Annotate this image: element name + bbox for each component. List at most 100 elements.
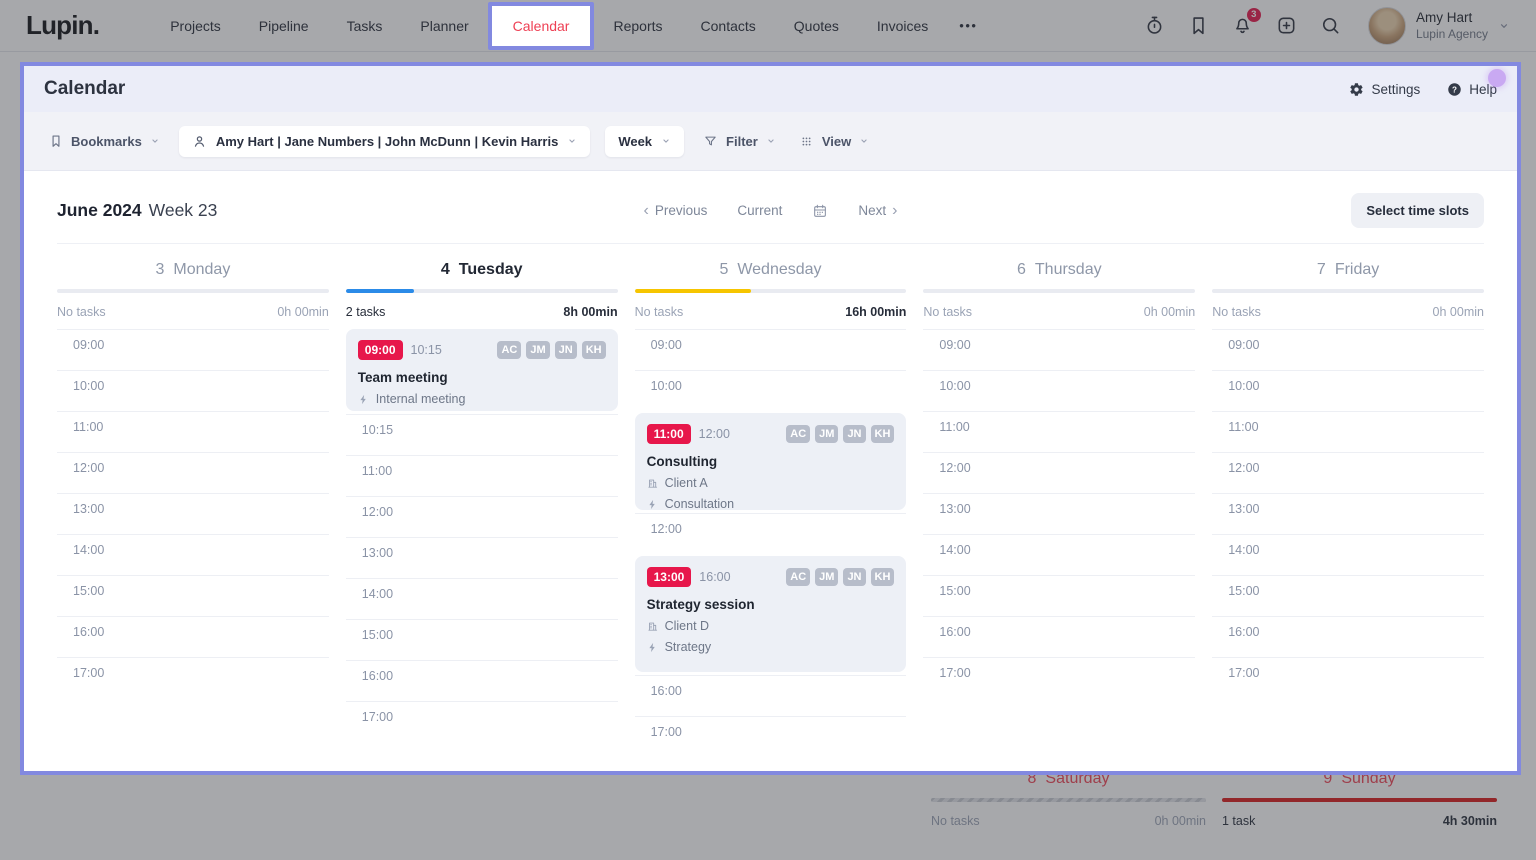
grid-view-icon	[799, 134, 814, 149]
time-slot[interactable]: 10:00	[57, 370, 329, 411]
range-selector[interactable]: Week	[605, 125, 685, 157]
nav-more-button[interactable]: •••	[959, 18, 978, 33]
time-slot[interactable]: 10:00	[634, 370, 907, 411]
next-week-button[interactable]: Next ›	[858, 201, 898, 219]
task-end-time: 16:00	[699, 570, 731, 584]
week-number-label: Week 23	[148, 200, 218, 220]
time-slot[interactable]: 17:00	[57, 657, 329, 698]
time-slot[interactable]: 11:00	[57, 411, 329, 452]
time-slot[interactable]: 09:00	[923, 329, 1196, 370]
time-slot[interactable]: 09:00	[634, 329, 907, 370]
task-start-time-badge: 11:00	[646, 424, 691, 444]
day-column-monday: 3 Monday No tasks 0h 00min 09:00 10:00 11:00 12…	[57, 261, 329, 757]
time-slot[interactable]: 10:00	[923, 370, 1196, 411]
view-dropdown[interactable]: View	[795, 126, 873, 157]
day-stats: No tasks 0h 00min	[931, 814, 1206, 828]
time-slot[interactable]: 13:00	[345, 537, 618, 578]
help-button[interactable]: ? Help	[1447, 82, 1497, 97]
nav-item-pipeline[interactable]: Pipeline	[258, 17, 309, 34]
time-slot[interactable]: 12:00	[345, 496, 618, 537]
search-icon[interactable]	[1320, 15, 1341, 36]
user-menu[interactable]: Amy Hart Lupin Agency	[1367, 6, 1510, 45]
bookmark-icon[interactable]	[1188, 15, 1209, 36]
day-hours-total: 0h 00min	[1143, 305, 1196, 319]
time-slot[interactable]: 17:00	[1212, 657, 1484, 698]
task-card-times: 09:00 10:15 AC JM JN KH	[357, 340, 606, 360]
time-slot[interactable]: 17:00	[634, 716, 907, 757]
time-slot[interactable]: 16:00	[57, 616, 329, 657]
time-slot[interactable]: 14:00	[1212, 534, 1484, 575]
time-slot[interactable]: 14:00	[57, 534, 329, 575]
add-icon[interactable]	[1276, 15, 1297, 36]
time-slot[interactable]: 13:00	[1212, 493, 1484, 534]
nav-item-contacts[interactable]: Contacts	[700, 17, 756, 34]
time-slot[interactable]: 16:00	[1212, 616, 1484, 657]
select-time-slots-button[interactable]: Select time slots	[1351, 193, 1484, 228]
time-slot[interactable]: 14:00	[923, 534, 1196, 575]
time-slot[interactable]: 13:00	[57, 493, 329, 534]
nav-item-tasks[interactable]: Tasks	[346, 17, 383, 34]
nav-item-planner[interactable]: Planner	[420, 17, 469, 34]
time-slot[interactable]: 11:00	[345, 455, 618, 496]
time-slot[interactable]: 12:00	[923, 452, 1196, 493]
previous-week-button[interactable]: ‹ Previous	[643, 201, 708, 219]
time-slot[interactable]: 17:00	[345, 701, 618, 742]
time-slot[interactable]: 11:00	[923, 411, 1196, 452]
current-week-button[interactable]: Current	[737, 203, 783, 218]
time-slot[interactable]: 12:00	[1212, 452, 1484, 493]
day-hours-total: 4h 30min	[1442, 814, 1497, 828]
nav-item-invoices[interactable]: Invoices	[876, 17, 929, 34]
time-slot[interactable]: 09:00	[1212, 329, 1484, 370]
day-name: Thursday	[1034, 261, 1102, 278]
day-number: 9	[1323, 770, 1333, 787]
nav-actions: 3 Amy Hart Lupin Agency	[1144, 6, 1510, 45]
assignee-badge: JN	[843, 425, 866, 443]
task-meta-text: Strategy	[664, 640, 712, 654]
bookmarks-dropdown[interactable]: Bookmarks	[45, 126, 164, 157]
task-card[interactable]: 11:00 12:00 AC JM JN KH Consulting Client A Cons…	[634, 413, 907, 510]
settings-button[interactable]: Settings	[1349, 82, 1420, 97]
task-card[interactable]: 09:00 10:15 AC JM JN KH Team meeting Internal m…	[345, 329, 618, 411]
people-selector[interactable]: Amy Hart | Jane Numbers | John McDunn | …	[178, 125, 591, 157]
time-slot[interactable]: 10:00	[1212, 370, 1484, 411]
chevron-left-icon: ‹	[643, 201, 649, 219]
time-slot[interactable]: 09:00	[57, 329, 329, 370]
nav-item-projects[interactable]: Projects	[170, 17, 221, 34]
time-slot[interactable]: 16:00	[923, 616, 1196, 657]
top-navigation: Lupin. Projects Pipeline Tasks Planner Calen…	[0, 0, 1536, 52]
time-slot[interactable]: 12:00	[634, 513, 907, 554]
day-number: 5	[719, 261, 729, 278]
time-slot[interactable]: 15:00	[345, 619, 618, 660]
time-slot[interactable]: 10:15	[345, 414, 618, 455]
time-slot[interactable]: 15:00	[923, 575, 1196, 616]
nav-item-reports[interactable]: Reports	[613, 17, 663, 34]
assignee-badge: KH	[581, 341, 606, 359]
time-slot[interactable]: 15:00	[57, 575, 329, 616]
company-icon	[647, 478, 658, 489]
time-slot[interactable]: 11:00	[1212, 411, 1484, 452]
bell-icon[interactable]: 3	[1232, 8, 1261, 36]
calendar-picker-icon[interactable]	[812, 203, 828, 219]
task-meta-text: Client A	[664, 476, 708, 490]
time-slot[interactable]: 16:00	[634, 675, 907, 716]
task-meta-text: Consultation	[664, 497, 735, 510]
day-task-count: 2 tasks	[345, 305, 386, 319]
time-slot[interactable]: 15:00	[1212, 575, 1484, 616]
day-name: Friday	[1334, 261, 1380, 278]
assignee-badge: AC	[786, 425, 811, 443]
filter-dropdown[interactable]: Filter	[699, 126, 780, 157]
day-progress-bar	[634, 289, 907, 293]
day-header: 6 Thursday	[923, 261, 1195, 279]
time-slot[interactable]: 13:00	[923, 493, 1196, 534]
task-card[interactable]: 13:00 16:00 AC JM JN KH Strategy session Client…	[634, 556, 907, 672]
time-slot[interactable]: 12:00	[57, 452, 329, 493]
time-slot[interactable]: 17:00	[923, 657, 1196, 698]
week-header: June 2024 Week 23 ‹ Previous Current Next…	[57, 193, 1484, 244]
timer-icon[interactable]	[1144, 15, 1165, 36]
nav-item-calendar[interactable]: Calendar	[487, 1, 595, 50]
time-slot[interactable]: 16:00	[345, 660, 618, 701]
nav-item-quotes[interactable]: Quotes	[793, 17, 839, 34]
assignee-badge: KH	[870, 425, 895, 443]
task-assignees: AC JM JN KH	[786, 568, 895, 586]
time-slot[interactable]: 14:00	[345, 578, 618, 619]
